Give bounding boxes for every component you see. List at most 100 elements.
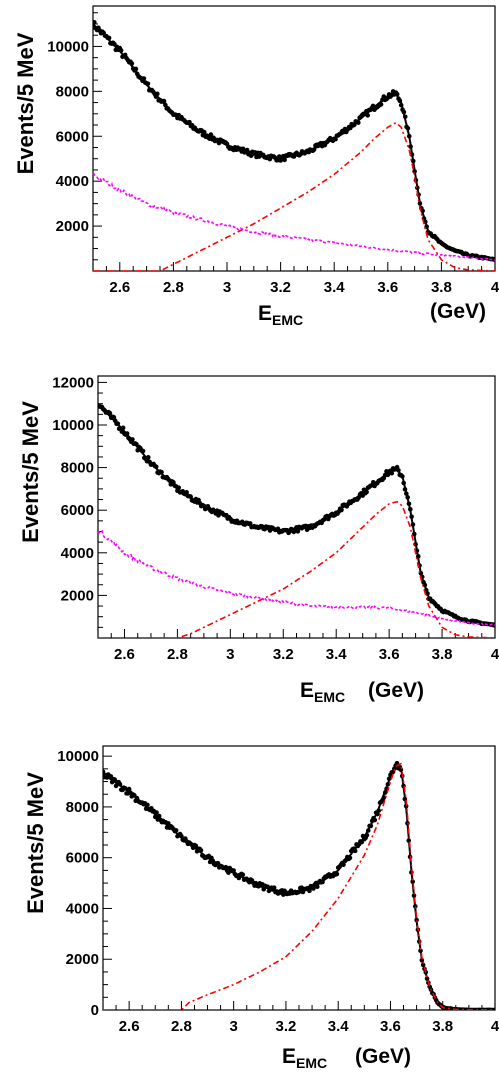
- data-point: [187, 119, 192, 125]
- data-point: [398, 102, 404, 108]
- data-point: [240, 872, 246, 877]
- data-point: [405, 126, 411, 131]
- data-point: [397, 98, 403, 104]
- x-axis-label: EEMC: [300, 679, 345, 705]
- data-point: [159, 469, 164, 475]
- y-tick-label: 4000: [66, 900, 99, 917]
- y-axis-label: Events/5 MeV: [13, 32, 38, 174]
- data-point: [208, 132, 214, 137]
- x-tick-label: 2.8: [167, 646, 188, 663]
- data-point: [364, 489, 369, 495]
- data-point: [296, 889, 302, 895]
- x-axis-label: EEMC: [282, 1045, 327, 1071]
- x-tick-label: 3.4: [324, 279, 346, 296]
- data-point: [93, 20, 97, 25]
- x-tick-label: 2.8: [163, 279, 184, 296]
- chart-panel-middle: 2.6 2.8 3 3.2 3.4 3.6 3.8 4 2000 4000 6000 8000 1000…: [18, 374, 499, 705]
- signal-curve: [103, 762, 495, 1010]
- y-tick-label: 10000: [52, 417, 94, 434]
- plot-frame: [97, 375, 496, 639]
- y-tick-label: 8000: [61, 460, 94, 477]
- y-tick-label: 6000: [66, 850, 99, 867]
- data-point: [410, 158, 416, 164]
- x-tick-label: 3.2: [270, 279, 291, 296]
- data-point: [372, 817, 378, 823]
- x-tick-label: 2.6: [119, 1018, 140, 1035]
- data-point: [408, 507, 413, 512]
- x-tick-label: 4: [491, 646, 499, 663]
- x-axis-unit: (GeV): [355, 1045, 411, 1068]
- data-point: [406, 133, 412, 139]
- x-tick-label: 3.6: [379, 646, 400, 663]
- data-point: [409, 514, 414, 519]
- y-tick-label: 4000: [56, 173, 89, 190]
- data-point: [376, 808, 382, 813]
- data-point: [145, 455, 151, 460]
- data-point: [359, 839, 365, 845]
- x-tick-label: 3: [226, 646, 234, 663]
- data-point: [184, 490, 189, 495]
- data-point: [107, 410, 113, 416]
- x-axis-unit: (GeV): [430, 300, 486, 323]
- y-tick-label: 6000: [61, 502, 94, 519]
- signal-curve: [98, 500, 495, 638]
- y-tick-label: 2000: [61, 587, 94, 604]
- data-point: [365, 828, 371, 833]
- data-point: [247, 521, 253, 526]
- data-point: [386, 776, 392, 782]
- data-point: [122, 786, 128, 791]
- data-point: [179, 833, 184, 839]
- data-point: [111, 414, 117, 420]
- data-point: [401, 480, 406, 486]
- data-point: [129, 61, 135, 66]
- data-point: [408, 144, 413, 149]
- data-point: [311, 147, 317, 152]
- data-point: [173, 828, 179, 833]
- data-point: [282, 157, 287, 163]
- y-tick-label: 10000: [57, 748, 99, 765]
- data-point: [389, 470, 395, 476]
- data-point: [161, 98, 167, 104]
- x-tick-label: 3.8: [432, 646, 453, 663]
- data-point: [401, 109, 407, 115]
- background-curve: [98, 529, 495, 627]
- data-point: [418, 948, 423, 954]
- data-point: [314, 884, 320, 890]
- data-point: [411, 893, 417, 898]
- x-tick-label: 3: [229, 1018, 237, 1035]
- fit-curve: [93, 23, 495, 261]
- data-point: [424, 976, 430, 981]
- data-point: [113, 783, 119, 789]
- data-point: [154, 810, 159, 815]
- data-point: [140, 448, 146, 454]
- data-point: [365, 113, 371, 118]
- data-point: [244, 147, 250, 153]
- data-point: [492, 256, 495, 262]
- data-point: [133, 66, 139, 72]
- data-point: [153, 464, 159, 470]
- x-tick-label: 4: [491, 1018, 499, 1035]
- data-point: [396, 467, 401, 473]
- data-point: [307, 888, 312, 894]
- data-point: [295, 529, 301, 534]
- data-point: [141, 76, 147, 81]
- data-point: [400, 474, 405, 479]
- data-point: [103, 769, 106, 775]
- data-point: [417, 201, 423, 206]
- chart-panel-bottom: 2.6 2.8 3 3.2 3.4 3.6 3.8 4 0 2000 4000 6000 8000 100…: [23, 745, 499, 1071]
- chart-panel-top: 2.6 2.8 3 3.2 3.4 3.6 3.8 4 2000 4000 6000 8000 1000…: [13, 5, 499, 328]
- plot-frame: [102, 745, 496, 1011]
- x-axis-label: EEMC: [258, 302, 303, 328]
- data-point: [117, 781, 123, 787]
- data-point: [368, 823, 374, 829]
- data-point: [419, 957, 425, 963]
- data-point: [420, 962, 426, 968]
- data-point: [378, 102, 384, 107]
- data-point: [124, 431, 130, 436]
- data-point: [155, 91, 160, 97]
- data-point: [198, 848, 204, 853]
- data-point: [115, 421, 121, 426]
- data-point: [145, 81, 151, 87]
- data-point: [156, 813, 162, 819]
- data-point: [226, 870, 231, 875]
